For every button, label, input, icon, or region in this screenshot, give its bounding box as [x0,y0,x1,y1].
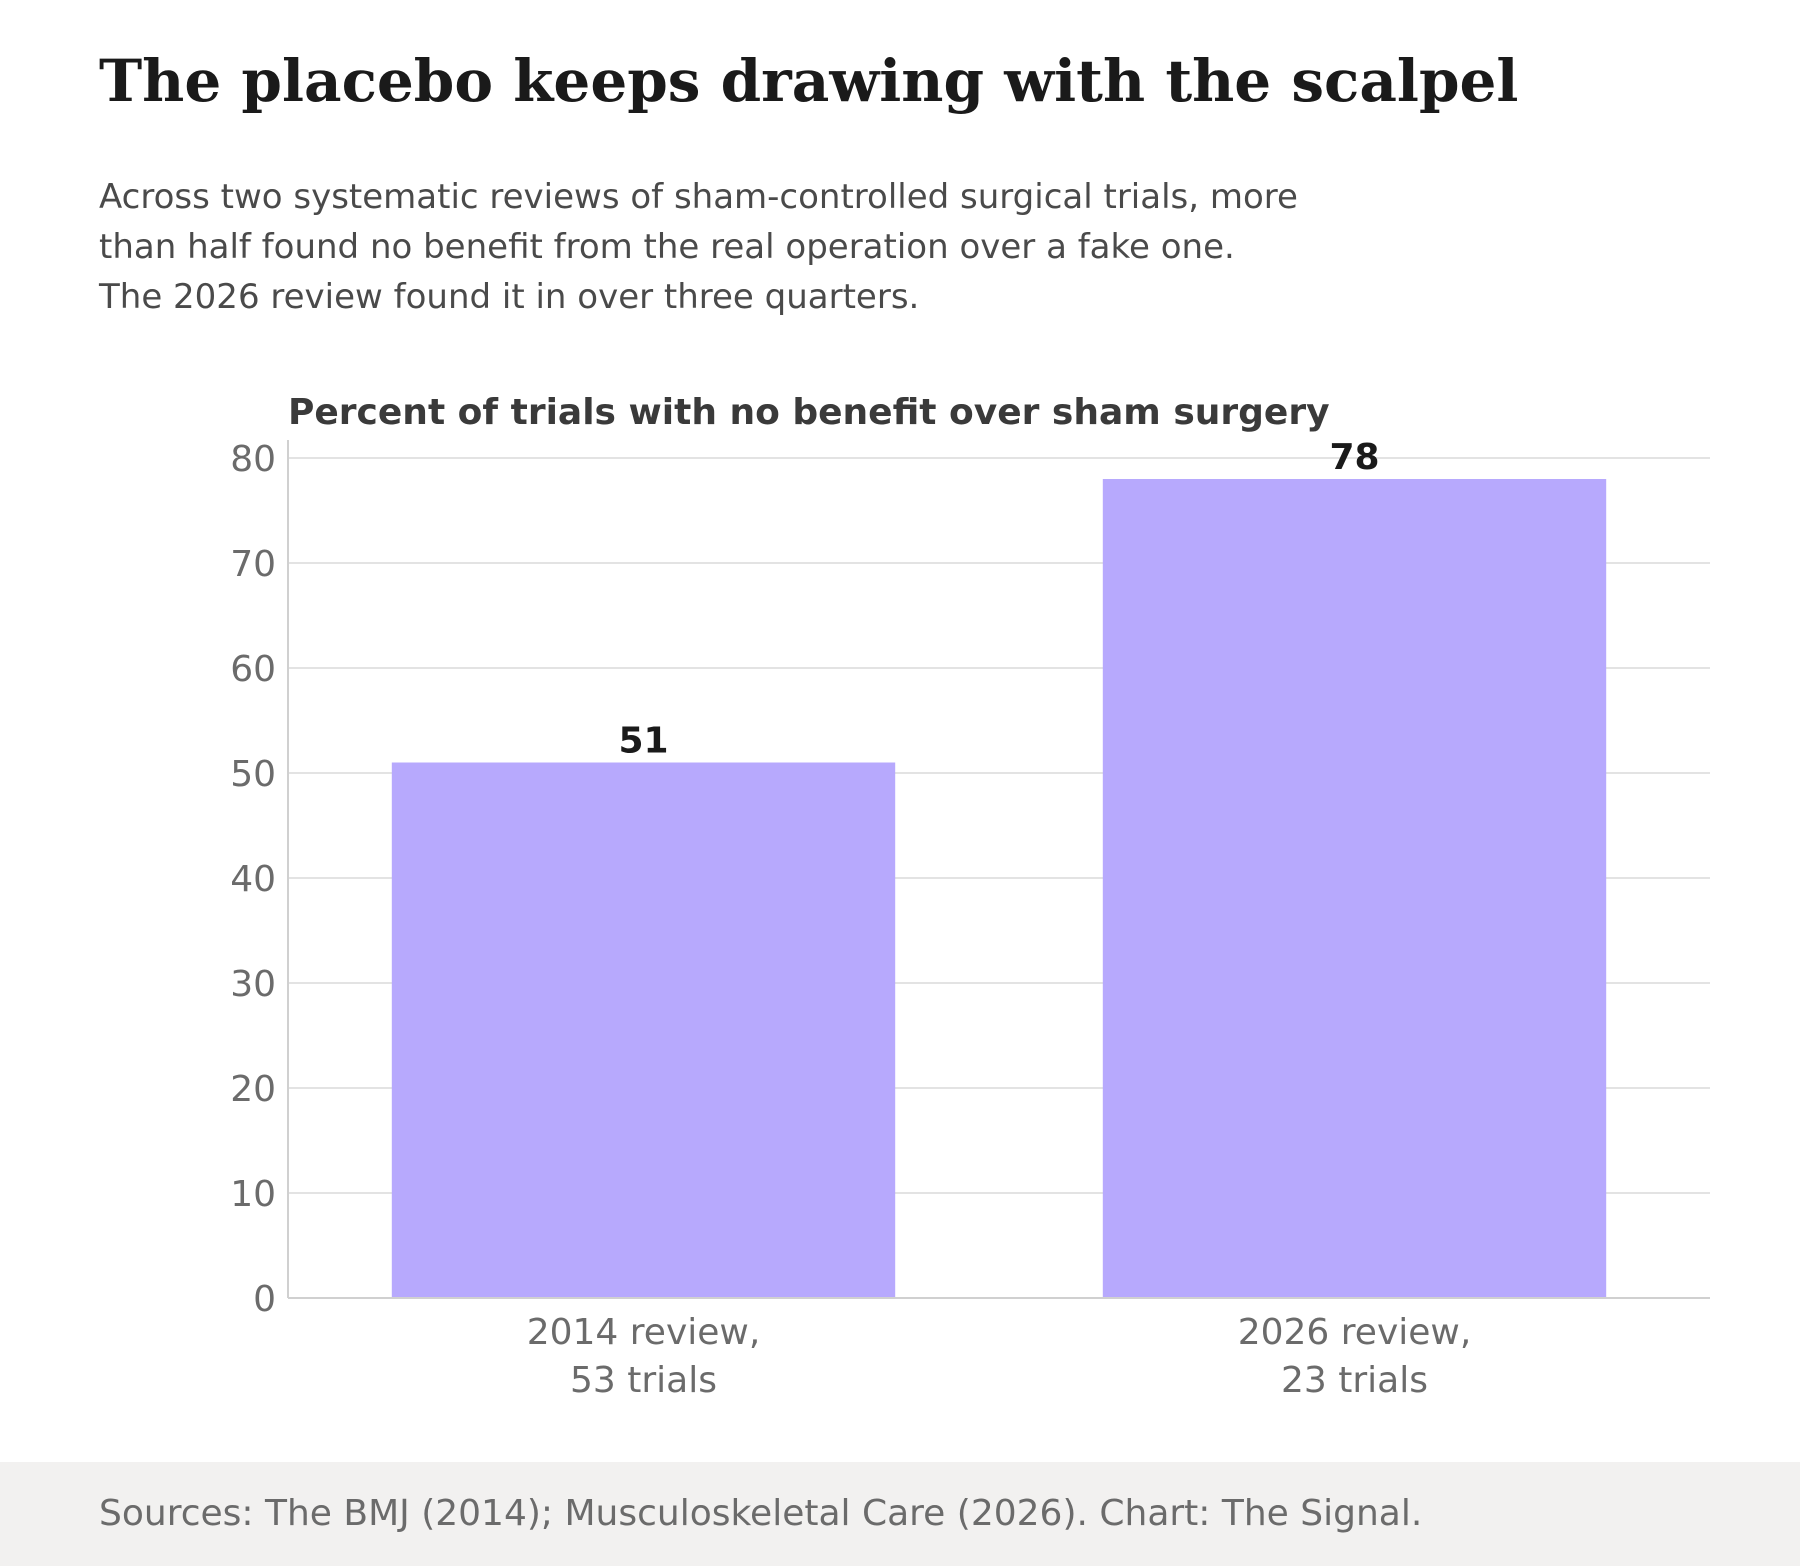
y-tick-label: 40 [230,859,276,900]
subtitle-line-2: than half found no benefit from the real… [99,227,1235,267]
data-label: 51 [618,721,668,762]
data-labels: 51 78 [618,437,1379,762]
bar [391,762,896,1298]
footer: Sources: The BMJ (2014); Musculoskeletal… [0,1462,1800,1566]
page-title: The placebo keeps drawing with the scalp… [99,47,1519,115]
axes [287,440,1710,1299]
source-note: Sources: The BMJ (2014); Musculoskeletal… [99,1493,1423,1534]
data-label: 78 [1329,437,1379,478]
bars [391,479,1607,1298]
x-tick-label: 2026 review, 23 trials [1238,1312,1472,1401]
y-tick-label: 70 [230,544,276,585]
y-tick-labels: 0 10 20 30 40 50 60 70 80 [230,439,276,1320]
y-tick-label: 50 [230,754,276,795]
x-tick-label: 2014 review, 53 trials [527,1312,761,1401]
subtitle: Across two systematic reviews of sham-co… [99,172,1499,322]
x-tick-labels: 2014 review, 53 trials 2026 review, 23 tria… [527,1312,1472,1401]
y-tick-label: 60 [230,649,276,690]
y-tick-label: 30 [230,964,276,1005]
bar [1102,479,1607,1298]
bar-chart: Percent of trials with no benefit over s… [230,392,1710,1401]
y-tick-label: 0 [253,1279,276,1320]
subtitle-line-1: Across two systematic reviews of sham-co… [99,177,1298,217]
chart-title: Percent of trials with no benefit over s… [288,392,1330,433]
y-tick-label: 10 [230,1174,276,1215]
y-tick-label: 80 [230,439,276,480]
subtitle-line-3: The 2026 review found it in over three q… [99,277,920,317]
y-tick-label: 20 [230,1069,276,1110]
